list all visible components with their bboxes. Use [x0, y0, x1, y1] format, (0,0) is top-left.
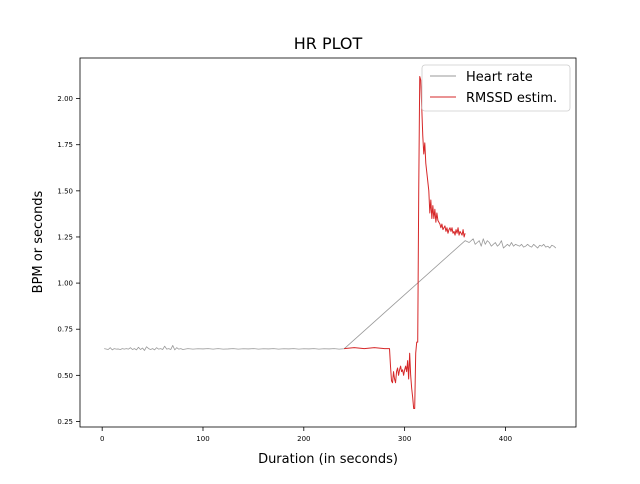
y-tick-label: 1.25	[57, 233, 73, 241]
x-tick-label: 400	[499, 435, 512, 443]
x-tick-label: 100	[196, 435, 209, 443]
series-line-rmssd	[344, 75, 466, 410]
x-tick-label: 300	[398, 435, 411, 443]
x-tick-label: 200	[297, 435, 310, 443]
legend-box	[421, 64, 571, 112]
y-tick-label: 0.25	[57, 418, 73, 426]
plot-area	[80, 58, 576, 427]
y-axis-ticks: 0.25 0.50 0.75 1.00 1.25 1.50 1.75 2.00	[57, 95, 80, 426]
legend-label-rmssd: RMSSD estim.	[466, 91, 557, 106]
y-axis-label: BPM or seconds	[31, 190, 46, 293]
y-tick-label: 0.50	[57, 372, 73, 380]
chart-title: HR PLOT	[294, 34, 363, 53]
legend-label-heart-rate: Heart rate	[466, 70, 533, 85]
legend: Heart rate RMSSD estim.	[421, 64, 571, 112]
series-line-heart-rate	[104, 238, 557, 351]
y-tick-label: 1.00	[57, 280, 73, 288]
x-tick-label: 0	[100, 435, 104, 443]
y-tick-label: 0.75	[57, 326, 73, 334]
y-tick-label: 1.50	[57, 187, 73, 195]
x-axis-ticks: 0 100 200 300 400	[100, 427, 512, 443]
y-tick-label: 1.75	[57, 141, 73, 149]
x-axis-label: Duration (in seconds)	[258, 452, 398, 467]
series-layer	[104, 75, 557, 410]
y-tick-label: 2.00	[57, 95, 73, 103]
plot-frame	[79, 57, 577, 428]
